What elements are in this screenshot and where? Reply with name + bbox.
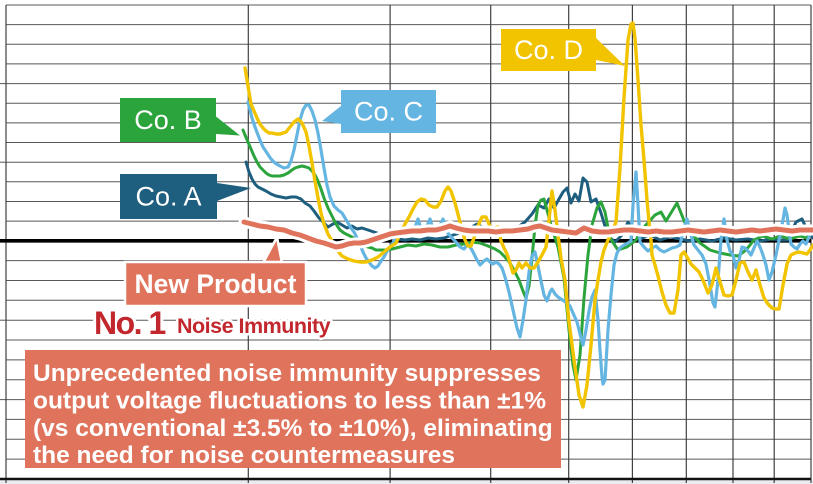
svg-text:the need for noise countermeas: the need for noise countermeasures bbox=[33, 442, 455, 469]
svg-text:Co. B: Co. B bbox=[134, 105, 202, 135]
svg-text:No. 1: No. 1 bbox=[94, 305, 165, 341]
svg-text:New Product: New Product bbox=[135, 269, 297, 299]
svg-text:Unprecedented noise immunity s: Unprecedented noise immunity suppresses bbox=[33, 360, 541, 387]
svg-text:Noise Immunity: Noise Immunity bbox=[177, 314, 331, 338]
svg-text:Co. D: Co. D bbox=[514, 35, 583, 65]
svg-text:(vs conventional ±3.5% to ±10%: (vs conventional ±3.5% to ±10%), elimina… bbox=[33, 415, 553, 442]
svg-text:Co. C: Co. C bbox=[354, 97, 423, 127]
svg-text:output voltage fluctuations to: output voltage fluctuations to less than… bbox=[33, 388, 546, 415]
svg-text:Co. A: Co. A bbox=[135, 182, 201, 212]
